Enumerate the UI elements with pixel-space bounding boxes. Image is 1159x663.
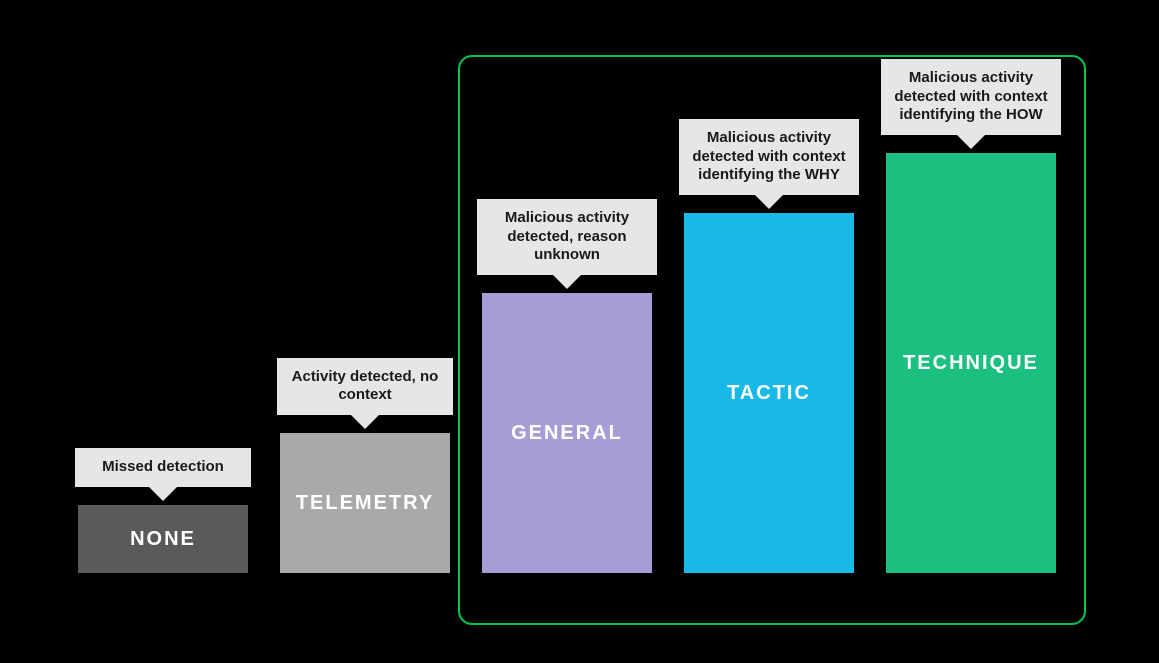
- bar-label: TELEMETRY: [296, 492, 434, 515]
- callout-technique: Malicious activity detected with context…: [881, 59, 1061, 135]
- bar-group-tactic: Malicious activity detected with context…: [684, 119, 854, 573]
- callout-text: Activity detected, no context: [292, 368, 439, 404]
- bar-label: TACTIC: [727, 382, 811, 405]
- bar-label: GENERAL: [511, 422, 623, 445]
- callout-none: Missed detection: [75, 448, 251, 487]
- bar-group-general: Malicious activity detected, reason unkn…: [482, 199, 652, 573]
- callout-text: Malicious activity detected, reason unkn…: [505, 209, 629, 264]
- callout-bold: HOW: [1006, 106, 1043, 123]
- bar-technique: TECHNIQUE: [886, 153, 1056, 573]
- callout-telemetry: Activity detected, no context: [277, 358, 453, 416]
- callout-general: Malicious activity detected, reason unkn…: [477, 199, 657, 275]
- detection-levels-chart: Missed detection NONE Activity detected,…: [70, 33, 1119, 573]
- bar-group-technique: Malicious activity detected with context…: [886, 59, 1056, 573]
- bar-group-telemetry: Activity detected, no context TELEMETRY: [280, 358, 450, 574]
- bar-none: NONE: [78, 505, 248, 573]
- callout-text: Missed detection: [102, 458, 224, 475]
- bar-label: TECHNIQUE: [903, 352, 1039, 375]
- bar-label: NONE: [130, 528, 196, 551]
- bar-general: GENERAL: [482, 293, 652, 573]
- callout-tactic: Malicious activity detected with context…: [679, 119, 859, 195]
- callout-bold: WHY: [805, 166, 840, 183]
- bar-tactic: TACTIC: [684, 213, 854, 573]
- bar-telemetry: TELEMETRY: [280, 433, 450, 573]
- bar-group-none: Missed detection NONE: [78, 448, 248, 573]
